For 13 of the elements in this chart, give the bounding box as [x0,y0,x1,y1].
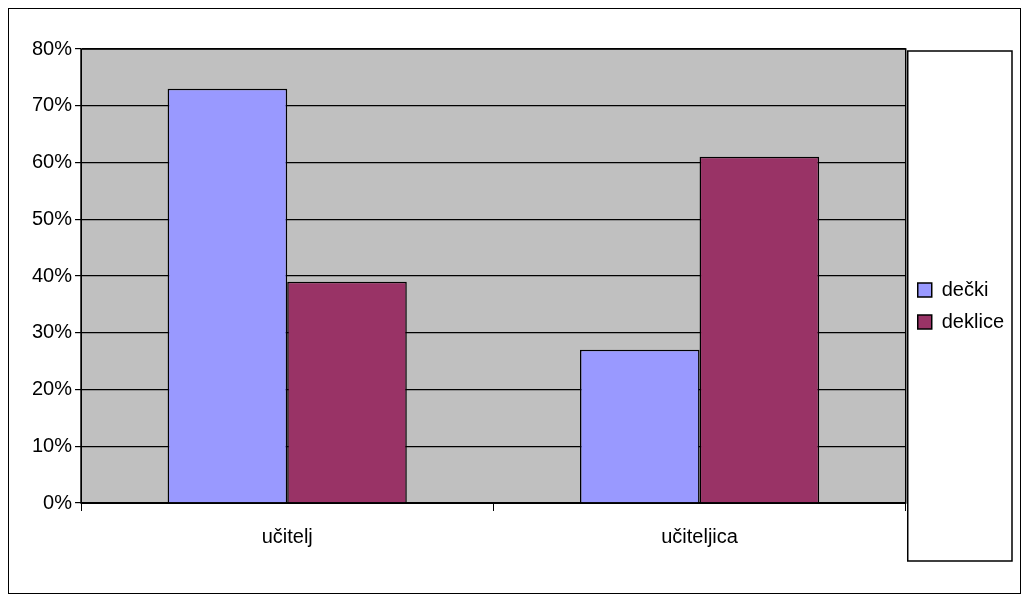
y-tick-label: 40% [32,263,73,286]
y-tick-label: 50% [32,206,73,229]
y-tick-label: 0% [43,490,73,513]
y-tick-label: 70% [32,93,73,116]
y-tick-label: 20% [32,377,73,400]
legend-label: deklice [941,309,1005,332]
legend-label: dečki [941,277,989,300]
y-tick-label: 60% [32,150,73,173]
y-tick-label: 30% [32,320,73,343]
x-tick-label: učiteljica [661,524,739,547]
x-tick-label: učitelj [261,524,313,547]
y-tick-label: 10% [32,433,73,456]
y-tick-label: 80% [32,36,73,59]
